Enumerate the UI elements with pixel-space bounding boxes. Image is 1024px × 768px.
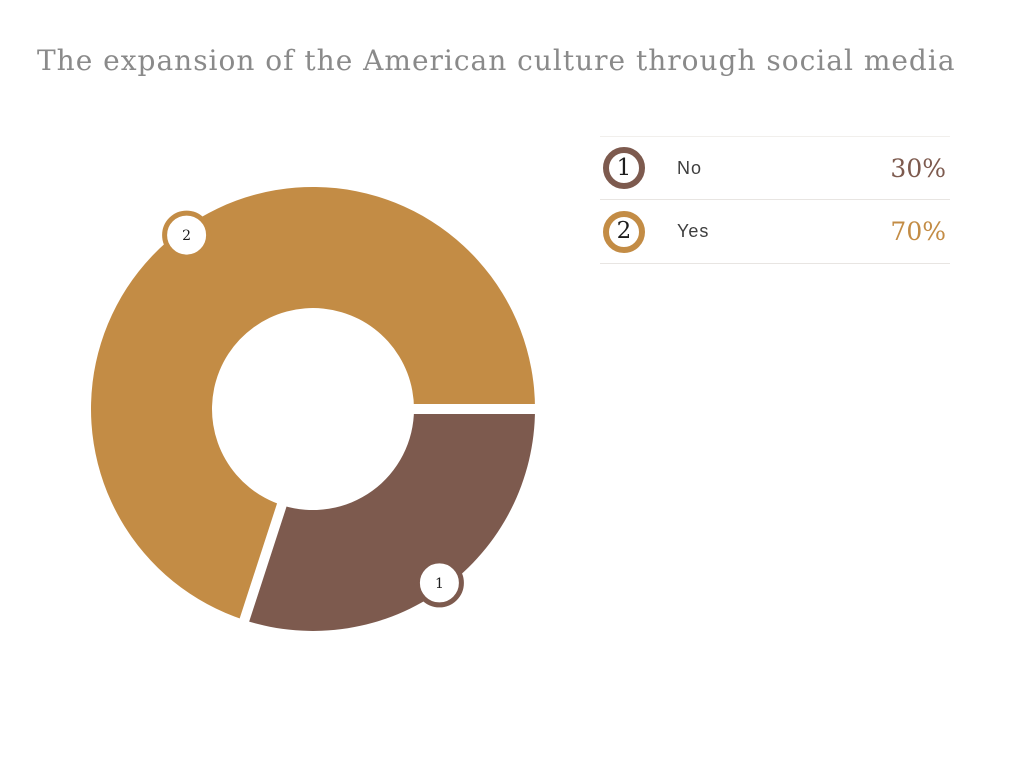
slice-marker-circle-1 [414, 558, 464, 608]
legend-label-yes: Yes [677, 221, 710, 241]
legend-item-no: 1 No 30% [600, 136, 950, 200]
legend-label-no: No [677, 157, 703, 178]
chart-title: The expansion of the American culture th… [37, 44, 956, 77]
legend-number-1: 1 [616, 154, 632, 181]
legend-number-circle-1: 1 [603, 147, 645, 189]
chart-legend: 1 No 30% 2 Yes 70% [600, 136, 950, 264]
slice-marker-number-1: 1 [435, 576, 444, 592]
legend-number-2: 2 [616, 218, 632, 244]
slice-marker-circle-2 [162, 210, 212, 260]
segment-gap [236, 492, 291, 631]
legend-item-yes: 2 Yes 70% [600, 200, 950, 264]
legend-number-circle-2: 2 [603, 210, 645, 253]
slice-marker-number-2: 2 [182, 228, 191, 244]
legend-value-yes: 70% [890, 217, 946, 246]
donut-segment-yes [91, 186, 535, 621]
donut-segment-no [244, 409, 535, 631]
legend-value-no: 30% [890, 153, 946, 183]
